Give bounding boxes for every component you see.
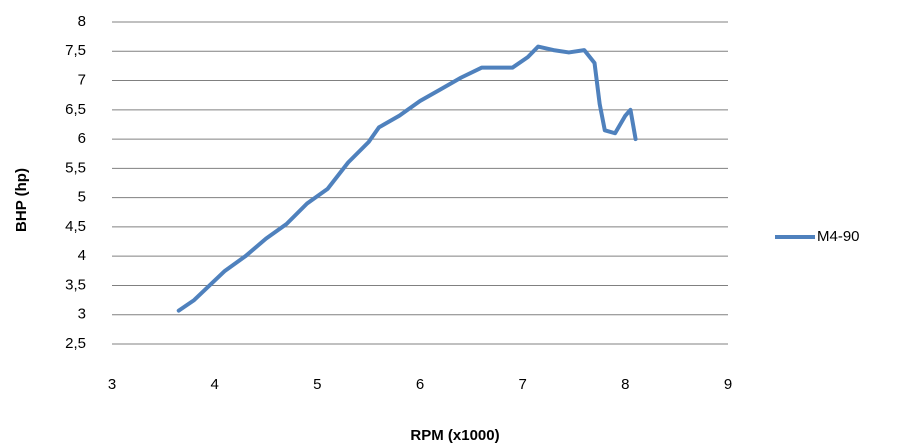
series-line: [179, 47, 636, 311]
y-tick-label: 7: [78, 72, 86, 89]
x-axis-title: RPM (x1000): [410, 427, 499, 444]
y-tick-label: 6: [78, 130, 86, 147]
x-tick-label: 5: [313, 376, 321, 393]
x-tick-label: 8: [621, 376, 629, 393]
y-tick-label: 4: [78, 247, 86, 264]
y-tick-label: 3: [78, 306, 86, 323]
y-tick-label: 2,5: [65, 335, 86, 352]
y-tick-label: 3,5: [65, 276, 86, 293]
y-tick-label: 4,5: [65, 218, 86, 235]
y-tick-label: 5: [78, 189, 86, 206]
x-tick-label: 4: [210, 376, 218, 393]
y-tick-label: 6,5: [65, 101, 86, 118]
x-tick-label: 3: [108, 376, 116, 393]
y-tick-label: 7,5: [65, 42, 86, 59]
chart: RPM (x1000) BHP (hp) 2,5 3 3,5 4 4,5 5 5,5 6 6,5…: [0, 0, 900, 448]
y-tick-label: 8: [78, 13, 86, 30]
legend-label: M4-90: [817, 228, 860, 245]
x-tick-label: 9: [724, 376, 732, 393]
y-axis-title: BHP (hp): [13, 168, 30, 232]
x-tick-label: 7: [518, 376, 526, 393]
x-tick-label: 6: [416, 376, 424, 393]
y-tick-label: 5,5: [65, 159, 86, 176]
